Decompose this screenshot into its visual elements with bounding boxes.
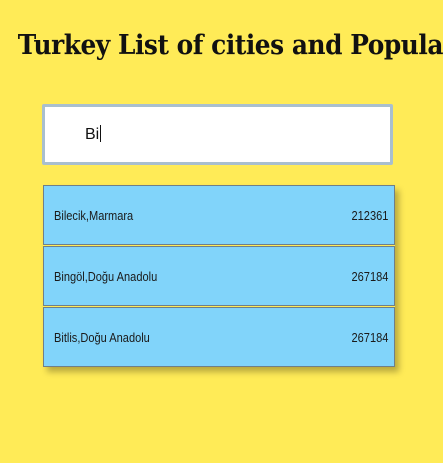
- results-list: Bilecik,Marmara 212361 Bingöl,Doğu Anado…: [43, 185, 395, 367]
- search-input-text[interactable]: Bi: [85, 107, 102, 162]
- population-value: 212361: [351, 208, 388, 223]
- search-input[interactable]: Bi: [42, 104, 393, 165]
- list-item[interactable]: Bilecik,Marmara 212361: [43, 185, 395, 245]
- list-item[interactable]: Bingöl,Doğu Anadolu 267184: [43, 246, 395, 306]
- population-value: 267184: [351, 269, 388, 284]
- city-name: Bitlis,Doğu Anadolu: [54, 330, 150, 345]
- population-value: 267184: [351, 330, 388, 345]
- page-title: Turkey List of cities and Population: [17, 30, 443, 61]
- text-caret: [100, 125, 102, 143]
- search-value: Bi: [85, 126, 100, 143]
- city-name: Bilecik,Marmara: [54, 208, 134, 223]
- list-item[interactable]: Bitlis,Doğu Anadolu 267184: [43, 307, 395, 367]
- city-name: Bingöl,Doğu Anadolu: [54, 269, 158, 284]
